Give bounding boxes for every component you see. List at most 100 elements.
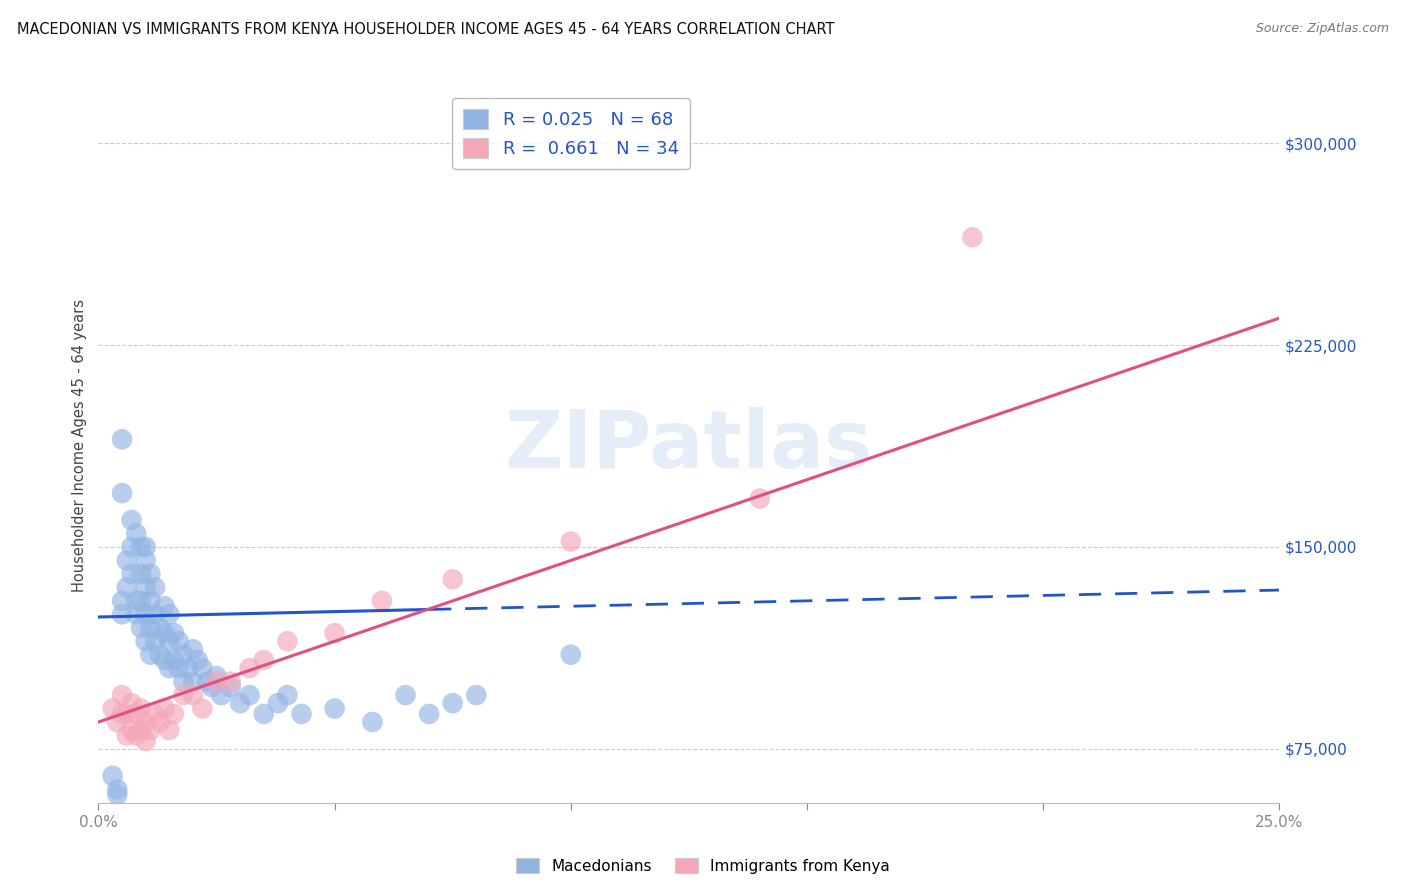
Point — [219, 680, 242, 694]
Point — [394, 688, 416, 702]
Y-axis label: Householder Income Ages 45 - 64 years: Householder Income Ages 45 - 64 years — [72, 300, 87, 592]
Point — [101, 701, 124, 715]
Point — [191, 661, 214, 675]
Point — [205, 674, 228, 689]
Point — [135, 607, 157, 622]
Point — [125, 706, 148, 721]
Point — [157, 607, 180, 622]
Point — [121, 696, 143, 710]
Point — [239, 661, 262, 675]
Point — [111, 594, 134, 608]
Point — [323, 701, 346, 715]
Point — [143, 580, 166, 594]
Point — [181, 688, 204, 702]
Point — [205, 669, 228, 683]
Point — [560, 648, 582, 662]
Point — [560, 534, 582, 549]
Text: MACEDONIAN VS IMMIGRANTS FROM KENYA HOUSEHOLDER INCOME AGES 45 - 64 YEARS CORREL: MACEDONIAN VS IMMIGRANTS FROM KENYA HOUS… — [17, 22, 834, 37]
Point — [167, 634, 190, 648]
Point — [253, 706, 276, 721]
Point — [441, 696, 464, 710]
Point — [135, 634, 157, 648]
Point — [115, 706, 138, 721]
Point — [201, 680, 224, 694]
Point — [219, 674, 242, 689]
Point — [111, 706, 134, 721]
Point — [149, 621, 172, 635]
Point — [181, 642, 204, 657]
Point — [149, 714, 172, 729]
Legend: R = 0.025   N = 68, R =  0.661   N = 34: R = 0.025 N = 68, R = 0.661 N = 34 — [453, 98, 689, 169]
Point — [157, 723, 180, 737]
Point — [121, 540, 143, 554]
Text: Source: ZipAtlas.com: Source: ZipAtlas.com — [1256, 22, 1389, 36]
Point — [143, 607, 166, 622]
Point — [129, 566, 152, 581]
Point — [371, 594, 394, 608]
Point — [125, 607, 148, 622]
Point — [105, 714, 128, 729]
Point — [139, 621, 162, 635]
Point — [163, 653, 186, 667]
Point — [441, 572, 464, 586]
Point — [111, 688, 134, 702]
Point — [135, 734, 157, 748]
Point — [465, 688, 488, 702]
Point — [187, 653, 209, 667]
Point — [209, 688, 232, 702]
Point — [139, 648, 162, 662]
Point — [157, 661, 180, 675]
Point — [129, 723, 152, 737]
Point — [267, 696, 290, 710]
Point — [748, 491, 770, 506]
Point — [157, 634, 180, 648]
Point — [276, 634, 298, 648]
Point — [229, 696, 252, 710]
Point — [125, 594, 148, 608]
Point — [153, 653, 176, 667]
Point — [139, 594, 162, 608]
Point — [191, 701, 214, 715]
Text: ZIPatlas: ZIPatlas — [505, 407, 873, 485]
Point — [115, 580, 138, 594]
Point — [125, 526, 148, 541]
Point — [101, 769, 124, 783]
Point — [290, 706, 312, 721]
Point — [153, 626, 176, 640]
Point — [181, 674, 204, 689]
Point — [115, 729, 138, 743]
Point — [239, 688, 262, 702]
Point — [143, 634, 166, 648]
Point — [139, 723, 162, 737]
Legend: Macedonians, Immigrants from Kenya: Macedonians, Immigrants from Kenya — [510, 852, 896, 880]
Point — [163, 706, 186, 721]
Point — [253, 653, 276, 667]
Point — [135, 580, 157, 594]
Point — [135, 540, 157, 554]
Point — [121, 723, 143, 737]
Point — [129, 701, 152, 715]
Point — [195, 674, 218, 689]
Point — [172, 648, 194, 662]
Point — [177, 661, 200, 675]
Point — [149, 648, 172, 662]
Point — [129, 621, 152, 635]
Point — [105, 782, 128, 797]
Point — [172, 674, 194, 689]
Point — [153, 599, 176, 614]
Point — [129, 594, 152, 608]
Point — [139, 566, 162, 581]
Point — [962, 230, 984, 244]
Point — [163, 626, 186, 640]
Point — [129, 540, 152, 554]
Point — [418, 706, 440, 721]
Point — [276, 688, 298, 702]
Point — [125, 729, 148, 743]
Point — [153, 701, 176, 715]
Point — [361, 714, 384, 729]
Point — [323, 626, 346, 640]
Point — [143, 706, 166, 721]
Point — [105, 788, 128, 802]
Point — [121, 513, 143, 527]
Point — [121, 566, 143, 581]
